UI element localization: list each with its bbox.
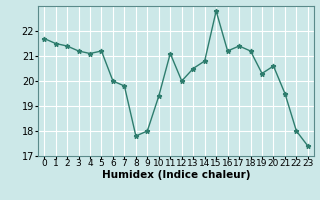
- X-axis label: Humidex (Indice chaleur): Humidex (Indice chaleur): [102, 170, 250, 180]
